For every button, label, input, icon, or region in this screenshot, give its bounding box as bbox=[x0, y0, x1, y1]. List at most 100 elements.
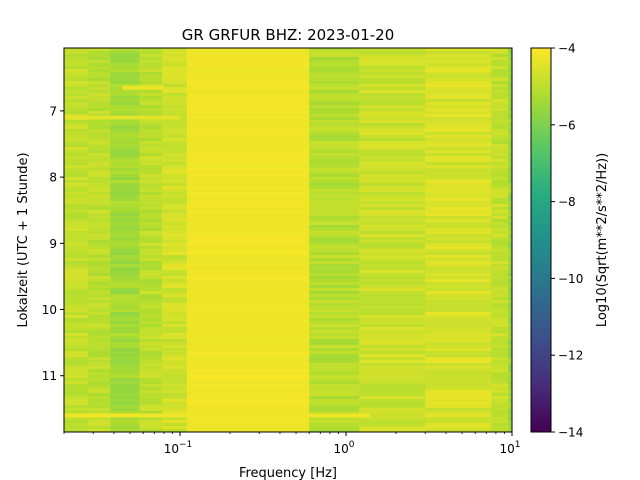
heatmap-cell bbox=[508, 174, 513, 178]
heatmap-cell bbox=[110, 381, 140, 385]
heatmap-cell bbox=[186, 288, 310, 292]
heatmap-cell bbox=[186, 237, 310, 241]
heatmap-cell bbox=[359, 222, 426, 226]
heatmap-cell bbox=[309, 261, 360, 265]
heatmap-cell bbox=[64, 78, 89, 82]
heatmap-cell bbox=[139, 210, 163, 214]
heatmap-cell bbox=[88, 75, 111, 79]
heatmap-cell bbox=[186, 255, 310, 259]
heatmap-cell bbox=[425, 102, 492, 106]
heatmap-cell bbox=[359, 348, 426, 352]
heatmap-cell bbox=[162, 342, 188, 346]
heatmap-cell bbox=[186, 123, 310, 127]
heatmap-cell bbox=[425, 363, 492, 367]
heatmap-cell bbox=[425, 222, 492, 226]
heatmap-cell bbox=[139, 237, 163, 241]
heatmap-cell bbox=[508, 99, 513, 103]
heatmap-cell bbox=[139, 396, 163, 400]
heatmap-cell bbox=[64, 366, 89, 370]
heatmap-cell bbox=[139, 306, 163, 310]
heatmap-cell bbox=[186, 84, 310, 88]
heatmap-cell bbox=[162, 294, 188, 298]
heatmap-cell bbox=[186, 417, 310, 421]
heatmap-cell bbox=[64, 120, 89, 124]
heatmap-cell bbox=[64, 393, 89, 397]
heatmap-cell bbox=[186, 54, 310, 58]
heatmap-cell bbox=[186, 87, 310, 91]
heatmap-cell bbox=[359, 369, 426, 373]
heatmap-cell bbox=[162, 270, 188, 274]
heatmap-cell bbox=[359, 339, 426, 343]
heatmap-cell bbox=[359, 408, 426, 412]
heatmap-cell bbox=[186, 366, 310, 370]
heatmap-cell bbox=[359, 303, 426, 307]
heatmap-cell bbox=[425, 105, 492, 109]
heatmap-cell bbox=[508, 297, 513, 301]
heatmap-cell bbox=[425, 111, 492, 115]
heatmap-cell bbox=[139, 186, 163, 190]
heatmap-cell bbox=[359, 102, 426, 106]
heatmap-cell bbox=[162, 132, 188, 136]
heatmap-cell bbox=[88, 240, 111, 244]
heatmap-cell bbox=[186, 186, 310, 190]
heatmap-cell bbox=[162, 228, 188, 232]
heatmap-cell bbox=[64, 132, 89, 136]
heatmap-cell bbox=[508, 285, 513, 289]
heatmap-cell bbox=[88, 273, 111, 277]
heatmap-cell bbox=[139, 72, 163, 76]
heatmap-cell bbox=[425, 384, 492, 388]
heatmap-cell bbox=[359, 405, 426, 409]
heatmap-cell bbox=[491, 399, 509, 403]
heatmap-cell bbox=[359, 117, 426, 121]
heatmap-cell bbox=[491, 426, 509, 430]
heatmap-cell bbox=[359, 93, 426, 97]
heatmap-cell bbox=[186, 156, 310, 160]
heatmap-cell bbox=[309, 384, 360, 388]
heatmap-cell bbox=[64, 129, 89, 133]
heatmap-cell bbox=[64, 336, 89, 340]
heatmap-cell bbox=[309, 210, 360, 214]
heatmap-cell bbox=[491, 237, 509, 241]
heatmap-cell bbox=[508, 264, 513, 268]
heatmap-cell bbox=[186, 177, 310, 181]
heatmap-cell bbox=[359, 384, 426, 388]
heatmap-cell bbox=[162, 336, 188, 340]
heatmap-cell bbox=[110, 102, 140, 106]
heatmap-cell bbox=[491, 81, 509, 85]
heatmap-cell bbox=[309, 339, 360, 343]
heatmap-cell bbox=[491, 255, 509, 259]
heatmap-cell bbox=[139, 153, 163, 157]
heatmap-cell bbox=[64, 324, 89, 328]
heatmap-cell bbox=[88, 60, 111, 64]
heatmap-cell bbox=[64, 186, 89, 190]
heatmap-cell bbox=[64, 408, 89, 412]
heatmap-cell bbox=[162, 381, 188, 385]
heatmap-cell bbox=[508, 411, 513, 415]
heatmap-cell bbox=[508, 69, 513, 73]
heatmap-cell bbox=[425, 426, 492, 430]
heatmap-cell bbox=[139, 174, 163, 178]
heatmap-cell bbox=[88, 249, 111, 253]
heatmap-cell bbox=[425, 303, 492, 307]
heatmap-cell bbox=[309, 273, 360, 277]
heatmap-cell bbox=[110, 309, 140, 313]
heatmap-cell bbox=[309, 114, 360, 118]
heatmap-cell bbox=[491, 78, 509, 82]
heatmap-cell bbox=[359, 354, 426, 358]
heatmap-cell bbox=[110, 150, 140, 154]
heatmap-cell bbox=[88, 252, 111, 256]
heatmap-cell bbox=[110, 228, 140, 232]
heatmap-cell bbox=[64, 159, 89, 163]
heatmap-cell bbox=[139, 342, 163, 346]
heatmap-cell bbox=[162, 72, 188, 76]
heatmap-cell bbox=[162, 372, 188, 376]
heatmap-cell bbox=[359, 156, 426, 160]
heatmap-cell bbox=[309, 252, 360, 256]
heatmap-cell bbox=[359, 396, 426, 400]
heatmap-cell bbox=[88, 297, 111, 301]
heatmap-cell bbox=[508, 324, 513, 328]
heatmap-cell bbox=[508, 270, 513, 274]
heatmap-cell bbox=[110, 78, 140, 82]
heatmap-cell bbox=[491, 57, 509, 61]
heatmap-cell bbox=[64, 381, 89, 385]
